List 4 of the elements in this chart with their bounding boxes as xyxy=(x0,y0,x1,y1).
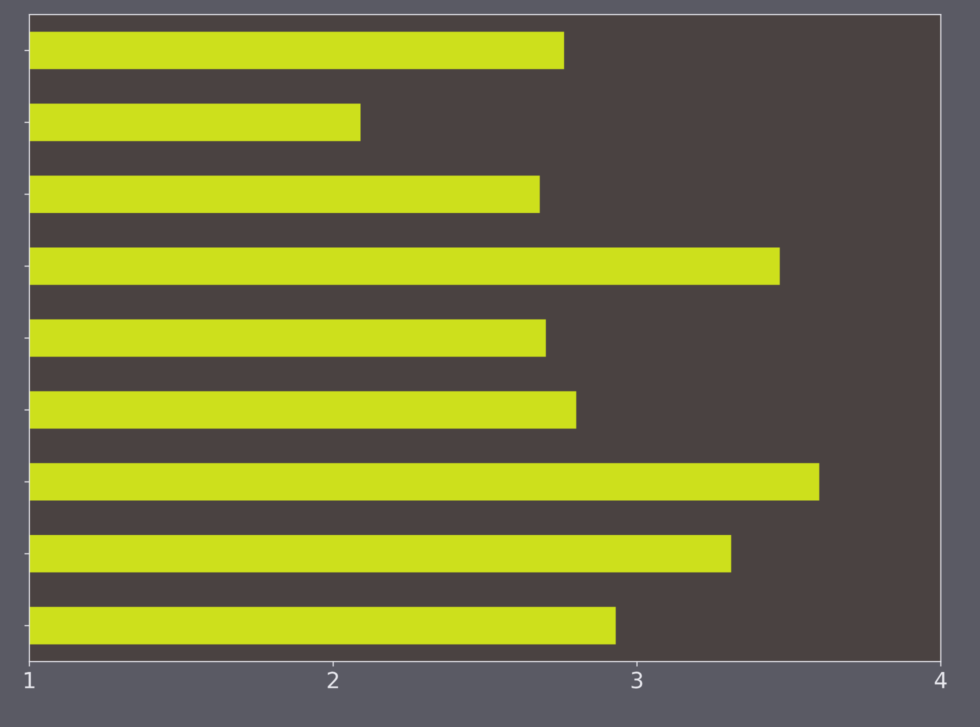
x-tick-label: 1 xyxy=(24,672,34,688)
x-tick-label: 2 xyxy=(328,672,338,688)
x-tick-label: 4 xyxy=(934,672,947,688)
x-tick-label: 3 xyxy=(632,672,642,688)
